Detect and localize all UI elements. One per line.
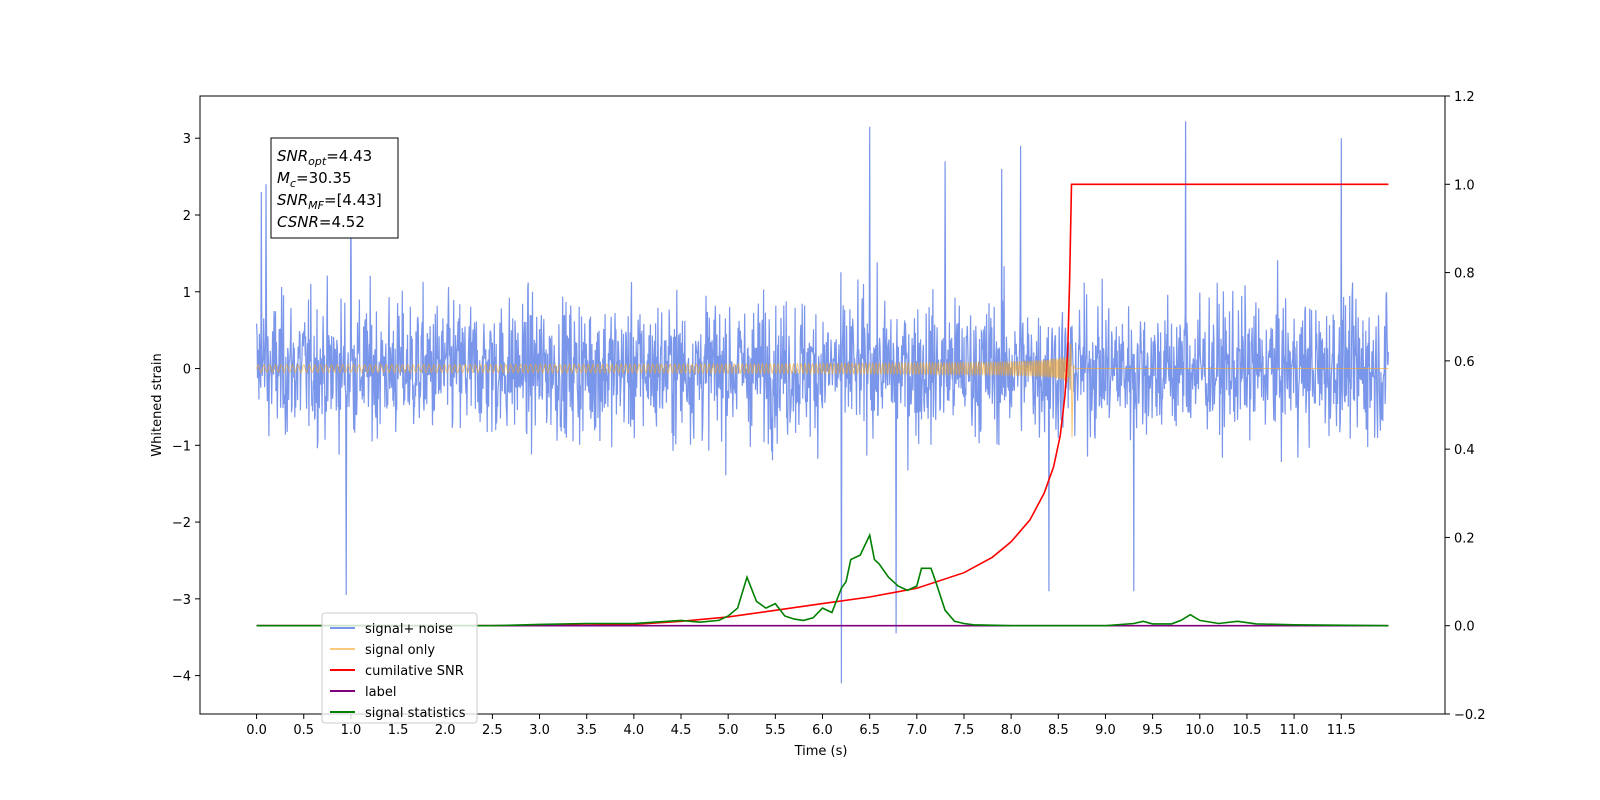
y2-tick-label: 0.4 bbox=[1454, 443, 1475, 458]
y2-tick-label: 1.2 bbox=[1454, 90, 1475, 105]
x-tick-label: 1.0 bbox=[341, 723, 362, 738]
x-tick-label: 3.0 bbox=[529, 723, 550, 738]
x-tick-label: 5.0 bbox=[718, 723, 739, 738]
x-tick-label: 9.5 bbox=[1142, 723, 1163, 738]
y-axis-label: Whitened strain bbox=[150, 353, 165, 456]
y2-tick-label: 0.0 bbox=[1454, 620, 1475, 635]
series-signal-noise bbox=[256, 121, 1389, 684]
annotation-line: Mc=30.35 bbox=[277, 169, 352, 190]
y-tick-label: 1 bbox=[183, 286, 191, 301]
x-tick-label: 9.0 bbox=[1095, 723, 1116, 738]
y-tick-label: 2 bbox=[183, 209, 191, 224]
y2-tick-label: 0.6 bbox=[1454, 355, 1475, 370]
y-tick-label: −4 bbox=[172, 670, 191, 685]
y-tick-label: −1 bbox=[172, 439, 191, 454]
x-tick-label: 2.0 bbox=[435, 723, 456, 738]
x-tick-label: 2.5 bbox=[482, 723, 503, 738]
annotation-line: SNRopt=4.43 bbox=[277, 147, 372, 168]
y2-tick-label: 0.2 bbox=[1454, 531, 1475, 546]
y-tick-label: −2 bbox=[172, 516, 191, 531]
y2-tick-label: −0.2 bbox=[1454, 708, 1486, 723]
x-tick-label: 0.5 bbox=[293, 723, 314, 738]
y-tick-label: 3 bbox=[183, 132, 191, 147]
x-tick-label: 11.5 bbox=[1327, 723, 1356, 738]
y2-tick-label: 1.0 bbox=[1454, 178, 1475, 193]
x-tick-label: 1.5 bbox=[388, 723, 409, 738]
x-axis-label: Time (s) bbox=[794, 744, 848, 759]
x-tick-label: 6.0 bbox=[812, 723, 833, 738]
series-signal-only bbox=[256, 343, 1389, 438]
annotation-line: SNRMF=[4.43] bbox=[277, 191, 382, 212]
y-tick-label: 0 bbox=[183, 363, 191, 378]
y-tick-label: −3 bbox=[172, 593, 191, 608]
y2-tick-label: 0.8 bbox=[1454, 267, 1475, 282]
x-tick-label: 4.5 bbox=[671, 723, 692, 738]
x-tick-label: 10.5 bbox=[1232, 723, 1261, 738]
x-tick-label: 3.5 bbox=[576, 723, 597, 738]
legend-entry: signal+ noise bbox=[365, 622, 453, 637]
x-tick-label: 0.0 bbox=[246, 723, 267, 738]
legend-entry: signal statistics bbox=[365, 706, 466, 721]
series-signal-statistics bbox=[256, 532, 1389, 627]
legend-frame bbox=[321, 612, 478, 724]
x-tick-label: 7.0 bbox=[906, 723, 927, 738]
legend: signal+ noise signal only cumilative SNR la… bbox=[321, 612, 478, 724]
annotation-frame bbox=[270, 137, 399, 239]
x-tick-label: 4.0 bbox=[624, 723, 645, 738]
legend-entry: signal only bbox=[365, 643, 435, 658]
annotation-line: CSNR=4.52 bbox=[277, 213, 365, 231]
series-cumilative-snr bbox=[256, 183, 1389, 627]
x-tick-label: 11.0 bbox=[1280, 723, 1309, 738]
x-tick-label: 6.5 bbox=[859, 723, 880, 738]
x-tick-label: 8.5 bbox=[1048, 723, 1069, 738]
x-tick-label: 5.5 bbox=[765, 723, 786, 738]
x-tick-label: 10.0 bbox=[1185, 723, 1214, 738]
legend-entry: cumilative SNR bbox=[365, 664, 464, 679]
legend-entry: label bbox=[365, 685, 396, 700]
x-tick-label: 7.5 bbox=[954, 723, 975, 738]
x-tick-label: 8.0 bbox=[1001, 723, 1022, 738]
